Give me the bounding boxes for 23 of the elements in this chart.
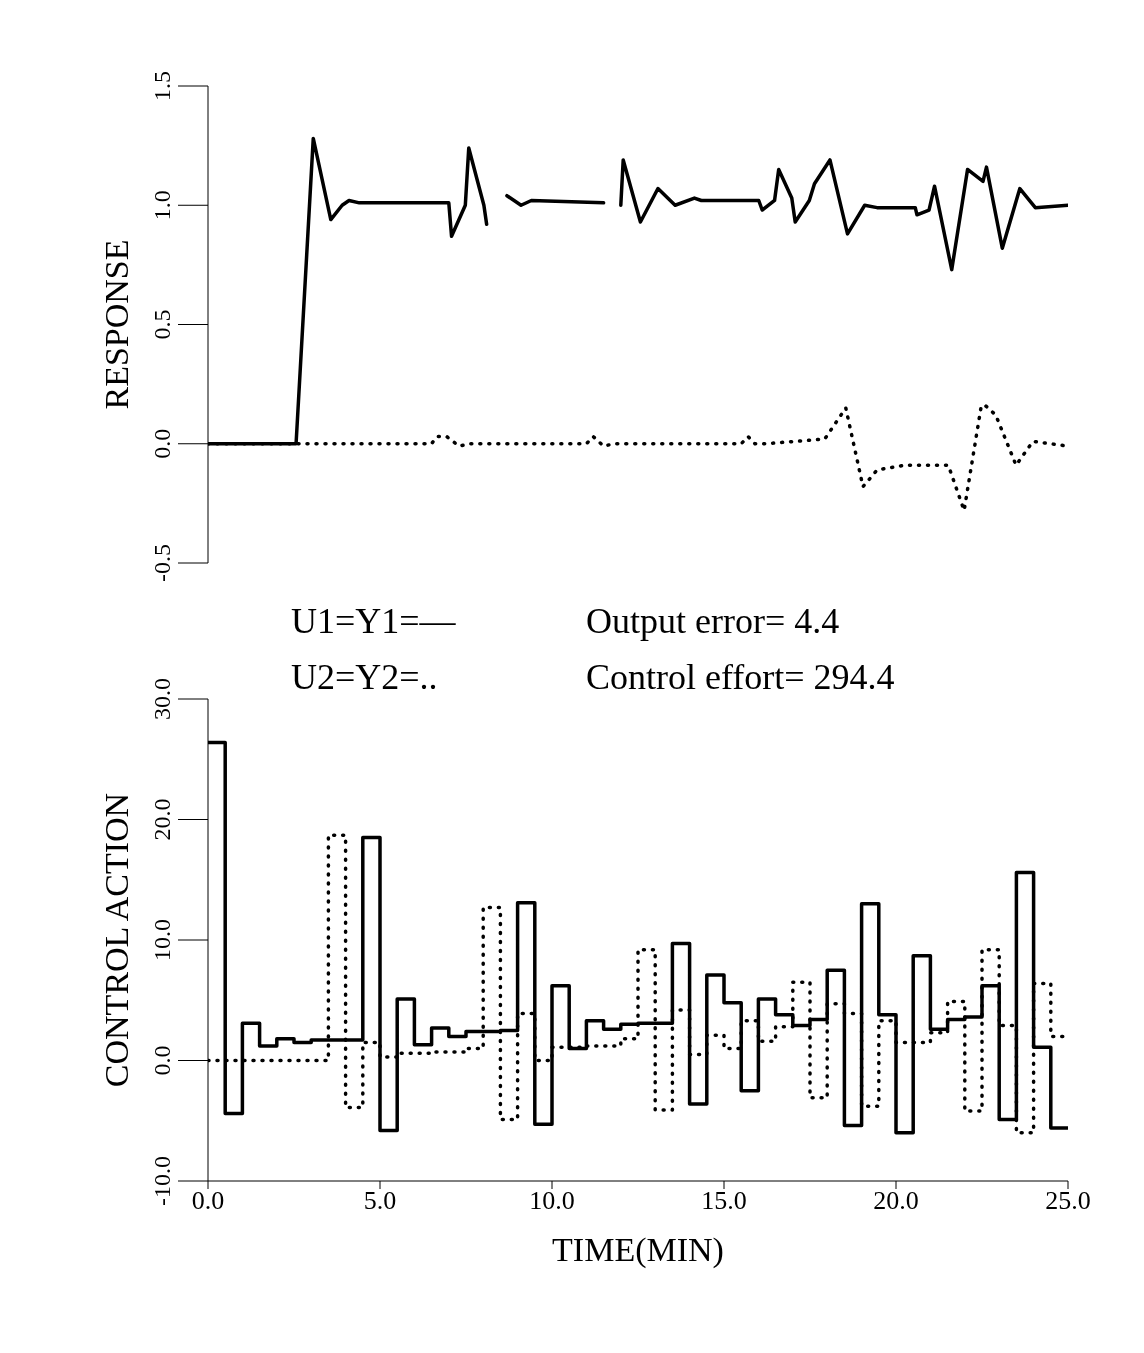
x-tick-label: 15.0 — [701, 1186, 747, 1216]
text: U2=Y2=.. — [291, 656, 438, 698]
y-tick-label: -0.5 — [149, 544, 175, 582]
x-tick-label: 20.0 — [873, 1186, 919, 1216]
x-tick-label: 5.0 — [363, 1186, 397, 1216]
x-axis-title: TIME(MIN) — [552, 1231, 724, 1269]
y-axis-title: CONTROL ACTION — [98, 792, 136, 1088]
x-tick-label: 10.0 — [529, 1186, 575, 1216]
text: Output error= 4.4 — [586, 600, 840, 642]
y-tick-label: 0.0 — [149, 1045, 175, 1076]
text: Control effort= 294.4 — [586, 656, 895, 698]
y-axis-title: RESPONSE — [98, 239, 136, 410]
y-tick-label: 0.0 — [149, 428, 175, 459]
y-tick-label: 1.5 — [149, 71, 175, 101]
y-tick-label: 0.5 — [149, 309, 175, 340]
y-tick-label: 30.0 — [149, 678, 175, 720]
y-tick-label: -10.0 — [149, 1156, 175, 1206]
y-tick-label: 1.0 — [149, 190, 175, 221]
y-tick-label: 20.0 — [149, 798, 175, 841]
text: U1=Y1=— — [291, 600, 456, 642]
y-tick-label: 10.0 — [149, 919, 175, 961]
x-tick-label: 25.0 — [1045, 1186, 1091, 1216]
x-tick-label: 0.0 — [191, 1186, 225, 1216]
